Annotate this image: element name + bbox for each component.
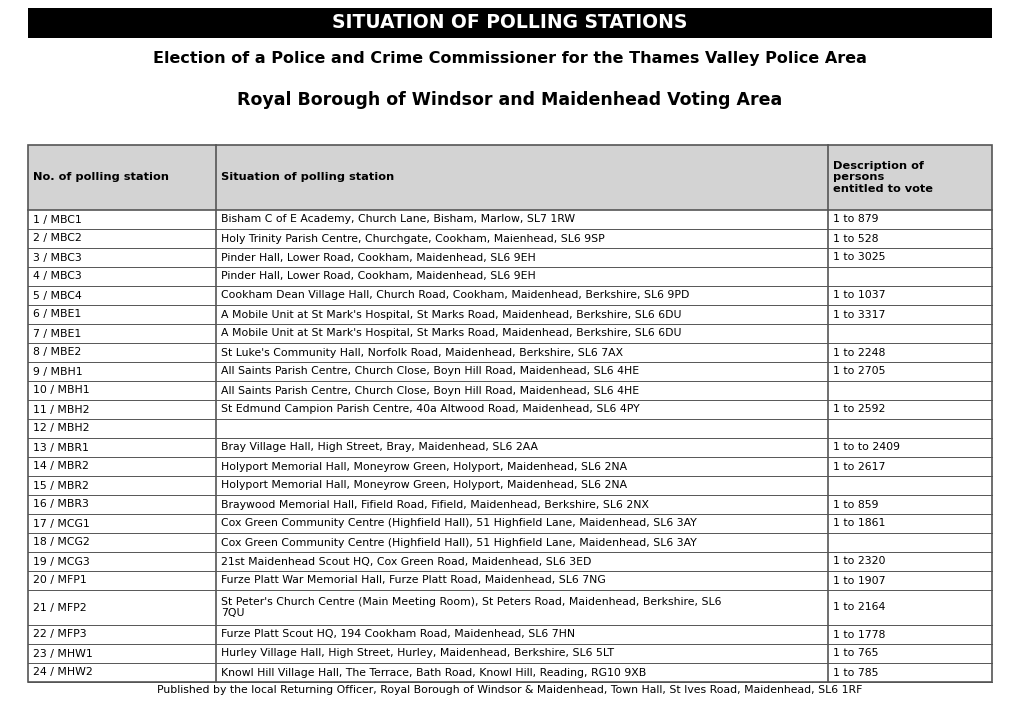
Text: 23 / MHW1: 23 / MHW1 bbox=[33, 648, 93, 658]
Text: A Mobile Unit at St Mark's Hospital, St Marks Road, Maidenhead, Berkshire, SL6 6: A Mobile Unit at St Mark's Hospital, St … bbox=[221, 329, 681, 338]
Text: All Saints Parish Centre, Church Close, Boyn Hill Road, Maidenhead, SL6 4HE: All Saints Parish Centre, Church Close, … bbox=[221, 386, 639, 396]
Text: 4 / MBC3: 4 / MBC3 bbox=[33, 272, 82, 281]
Text: 18 / MCG2: 18 / MCG2 bbox=[33, 537, 90, 547]
Text: 7 / MBE1: 7 / MBE1 bbox=[33, 329, 82, 338]
Text: Holyport Memorial Hall, Moneyrow Green, Holyport, Maidenhead, SL6 2NA: Holyport Memorial Hall, Moneyrow Green, … bbox=[221, 461, 627, 472]
Text: Bisham C of E Academy, Church Lane, Bisham, Marlow, SL7 1RW: Bisham C of E Academy, Church Lane, Bish… bbox=[221, 215, 575, 224]
Text: 1 to 1037: 1 to 1037 bbox=[833, 291, 884, 301]
Text: Bray Village Hall, High Street, Bray, Maidenhead, SL6 2AA: Bray Village Hall, High Street, Bray, Ma… bbox=[221, 443, 537, 453]
Text: 3 / MBC3: 3 / MBC3 bbox=[33, 252, 82, 262]
Text: Holyport Memorial Hall, Moneyrow Green, Holyport, Maidenhead, SL6 2NA: Holyport Memorial Hall, Moneyrow Green, … bbox=[221, 480, 627, 490]
Text: Royal Borough of Windsor and Maidenhead Voting Area: Royal Borough of Windsor and Maidenhead … bbox=[237, 91, 782, 109]
Bar bbox=[28, 145, 991, 682]
Text: 22 / MFP3: 22 / MFP3 bbox=[33, 629, 87, 640]
Text: 1 to 2705: 1 to 2705 bbox=[833, 366, 884, 376]
Text: 1 to 1907: 1 to 1907 bbox=[833, 575, 884, 585]
Text: No. of polling station: No. of polling station bbox=[33, 172, 169, 182]
Text: 1 to to 2409: 1 to to 2409 bbox=[833, 443, 899, 453]
Text: 21 / MFP2: 21 / MFP2 bbox=[33, 603, 87, 613]
Text: Cookham Dean Village Hall, Church Road, Cookham, Maidenhead, Berkshire, SL6 9PD: Cookham Dean Village Hall, Church Road, … bbox=[221, 291, 689, 301]
Text: Cox Green Community Centre (Highfield Hall), 51 Highfield Lane, Maidenhead, SL6 : Cox Green Community Centre (Highfield Ha… bbox=[221, 537, 696, 547]
Text: 6 / MBE1: 6 / MBE1 bbox=[33, 309, 82, 319]
Bar bbox=[28, 8, 991, 38]
Text: Hurley Village Hall, High Street, Hurley, Maidenhead, Berkshire, SL6 5LT: Hurley Village Hall, High Street, Hurley… bbox=[221, 648, 613, 658]
Text: 1 to 2592: 1 to 2592 bbox=[833, 404, 884, 415]
Text: 10 / MBH1: 10 / MBH1 bbox=[33, 386, 90, 396]
Text: 1 to 785: 1 to 785 bbox=[833, 668, 877, 678]
Text: 2 / MBC2: 2 / MBC2 bbox=[33, 234, 82, 244]
Text: Furze Platt Scout HQ, 194 Cookham Road, Maidenhead, SL6 7HN: Furze Platt Scout HQ, 194 Cookham Road, … bbox=[221, 629, 575, 640]
Text: All Saints Parish Centre, Church Close, Boyn Hill Road, Maidenhead, SL6 4HE: All Saints Parish Centre, Church Close, … bbox=[221, 366, 639, 376]
Text: 12 / MBH2: 12 / MBH2 bbox=[33, 423, 90, 433]
Text: 19 / MCG3: 19 / MCG3 bbox=[33, 557, 90, 567]
Text: A Mobile Unit at St Mark's Hospital, St Marks Road, Maidenhead, Berkshire, SL6 6: A Mobile Unit at St Mark's Hospital, St … bbox=[221, 309, 681, 319]
Text: 16 / MBR3: 16 / MBR3 bbox=[33, 500, 89, 510]
Text: 1 to 3025: 1 to 3025 bbox=[833, 252, 884, 262]
Text: 1 to 765: 1 to 765 bbox=[833, 648, 877, 658]
Text: 14 / MBR2: 14 / MBR2 bbox=[33, 461, 89, 472]
Text: 5 / MBC4: 5 / MBC4 bbox=[33, 291, 82, 301]
Text: 1 to 3317: 1 to 3317 bbox=[833, 309, 884, 319]
Bar bbox=[28, 145, 991, 210]
Text: 1 to 2248: 1 to 2248 bbox=[833, 348, 884, 358]
Text: Furze Platt War Memorial Hall, Furze Platt Road, Maidenhead, SL6 7NG: Furze Platt War Memorial Hall, Furze Pla… bbox=[221, 575, 605, 585]
Text: Description of
persons
entitled to vote: Description of persons entitled to vote bbox=[833, 161, 932, 194]
Text: 20 / MFP1: 20 / MFP1 bbox=[33, 575, 87, 585]
Text: 11 / MBH2: 11 / MBH2 bbox=[33, 404, 90, 415]
Text: Cox Green Community Centre (Highfield Hall), 51 Highfield Lane, Maidenhead, SL6 : Cox Green Community Centre (Highfield Ha… bbox=[221, 518, 696, 528]
Text: 21st Maidenhead Scout HQ, Cox Green Road, Maidenhead, SL6 3ED: 21st Maidenhead Scout HQ, Cox Green Road… bbox=[221, 557, 591, 567]
Text: 24 / MHW2: 24 / MHW2 bbox=[33, 668, 93, 678]
Text: St Peter's Church Centre (Main Meeting Room), St Peters Road, Maidenhead, Berksh: St Peter's Church Centre (Main Meeting R… bbox=[221, 597, 720, 619]
Text: 17 / MCG1: 17 / MCG1 bbox=[33, 518, 90, 528]
Text: Braywood Memorial Hall, Fifield Road, Fifield, Maidenhead, Berkshire, SL6 2NX: Braywood Memorial Hall, Fifield Road, Fi… bbox=[221, 500, 648, 510]
Text: 8 / MBE2: 8 / MBE2 bbox=[33, 348, 82, 358]
Text: 13 / MBR1: 13 / MBR1 bbox=[33, 443, 89, 453]
Text: 1 to 528: 1 to 528 bbox=[833, 234, 877, 244]
Text: Election of a Police and Crime Commissioner for the Thames Valley Police Area: Election of a Police and Crime Commissio… bbox=[153, 50, 866, 66]
Text: 1 to 859: 1 to 859 bbox=[833, 500, 877, 510]
Text: 1 to 2320: 1 to 2320 bbox=[833, 557, 884, 567]
Text: Knowl Hill Village Hall, The Terrace, Bath Road, Knowl Hill, Reading, RG10 9XB: Knowl Hill Village Hall, The Terrace, Ba… bbox=[221, 668, 646, 678]
Text: St Edmund Campion Parish Centre, 40a Altwood Road, Maidenhead, SL6 4PY: St Edmund Campion Parish Centre, 40a Alt… bbox=[221, 404, 639, 415]
Text: 1 to 1778: 1 to 1778 bbox=[833, 629, 884, 640]
Text: Situation of polling station: Situation of polling station bbox=[221, 172, 394, 182]
Text: SITUATION OF POLLING STATIONS: SITUATION OF POLLING STATIONS bbox=[332, 14, 687, 32]
Text: 1 to 1861: 1 to 1861 bbox=[833, 518, 884, 528]
Text: 1 to 2617: 1 to 2617 bbox=[833, 461, 884, 472]
Text: Published by the local Returning Officer, Royal Borough of Windsor & Maidenhead,: Published by the local Returning Officer… bbox=[157, 685, 862, 695]
Text: Holy Trinity Parish Centre, Churchgate, Cookham, Maienhead, SL6 9SP: Holy Trinity Parish Centre, Churchgate, … bbox=[221, 234, 604, 244]
Text: Pinder Hall, Lower Road, Cookham, Maidenhead, SL6 9EH: Pinder Hall, Lower Road, Cookham, Maiden… bbox=[221, 252, 535, 262]
Text: Pinder Hall, Lower Road, Cookham, Maidenhead, SL6 9EH: Pinder Hall, Lower Road, Cookham, Maiden… bbox=[221, 272, 535, 281]
Text: 1 / MBC1: 1 / MBC1 bbox=[33, 215, 82, 224]
Text: 9 / MBH1: 9 / MBH1 bbox=[33, 366, 83, 376]
Text: 1 to 2164: 1 to 2164 bbox=[833, 603, 884, 613]
Text: 1 to 879: 1 to 879 bbox=[833, 215, 877, 224]
Text: St Luke's Community Hall, Norfolk Road, Maidenhead, Berkshire, SL6 7AX: St Luke's Community Hall, Norfolk Road, … bbox=[221, 348, 623, 358]
Text: 15 / MBR2: 15 / MBR2 bbox=[33, 480, 89, 490]
